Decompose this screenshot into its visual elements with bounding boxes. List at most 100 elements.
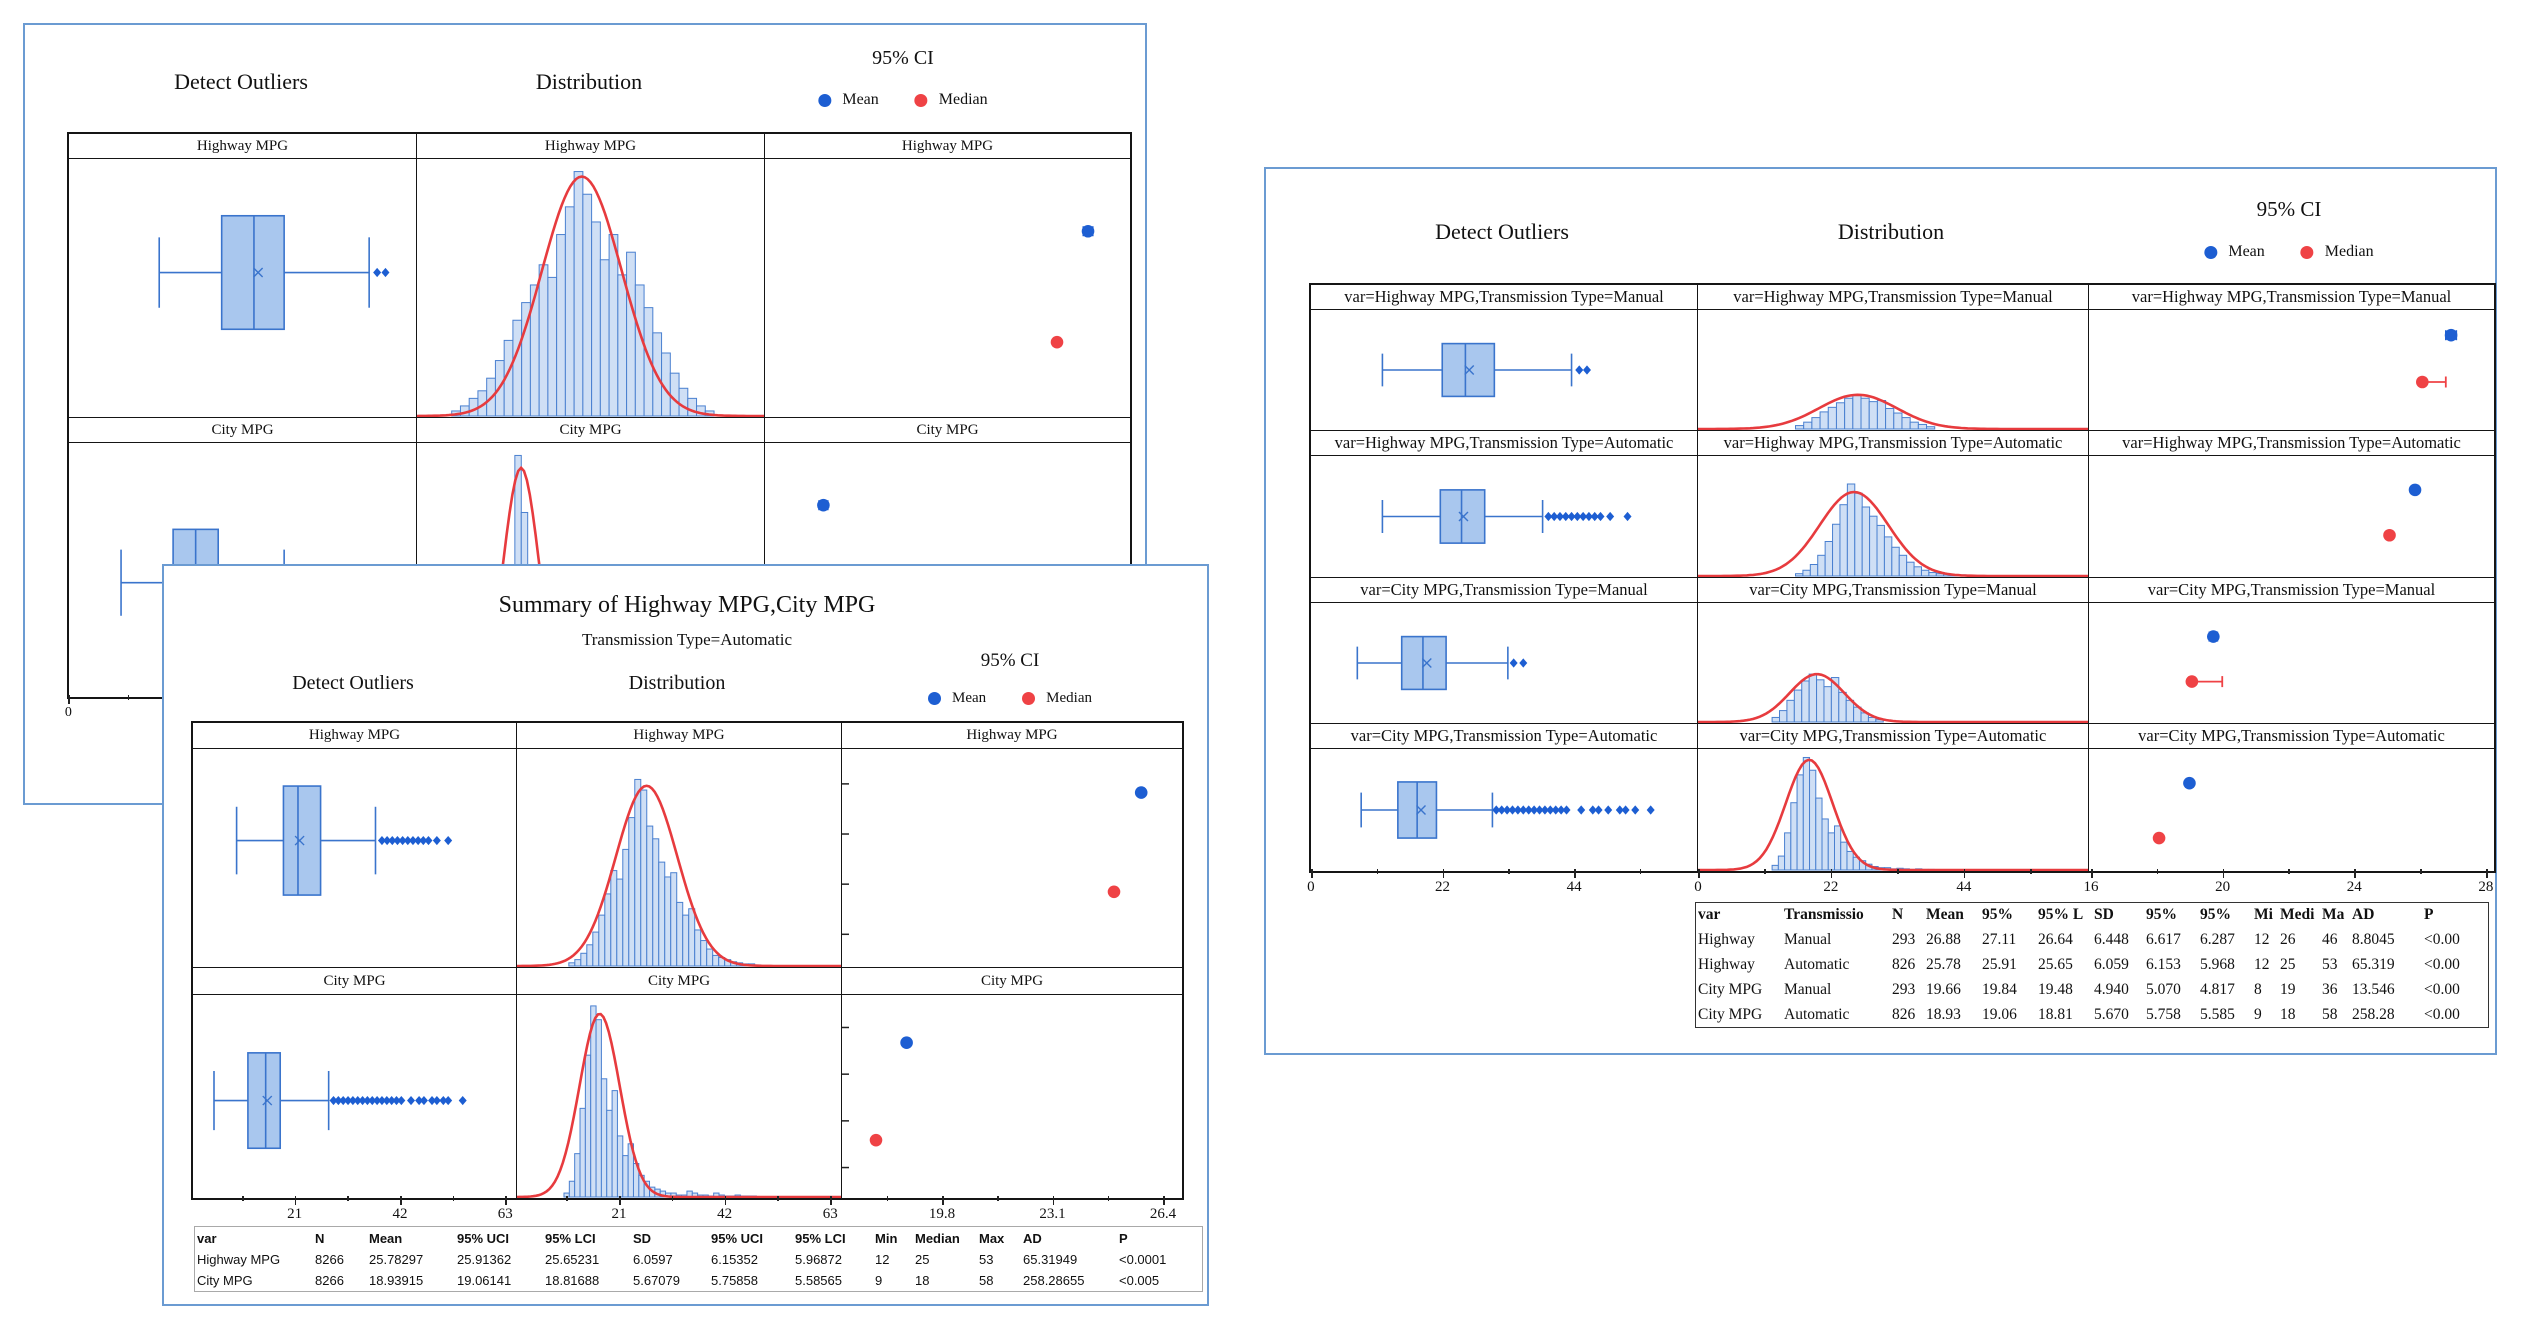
axis-tick xyxy=(1442,869,1445,878)
strip-highway-mpg: Highway MPG xyxy=(69,134,417,159)
table-cell: 12 xyxy=(2254,930,2270,948)
table-header-cell: Transmissio xyxy=(1784,906,1864,923)
strip-city-mpg: City MPG xyxy=(417,418,765,443)
axis-tick xyxy=(2485,869,2488,878)
axis-tick-label: 42 xyxy=(717,1206,733,1222)
strip-city-manual: var=City MPG,Transmission Type=Manual xyxy=(2089,578,2494,603)
table-cell: 13.546 xyxy=(2352,980,2395,998)
median-dot-icon xyxy=(914,93,928,107)
table-cell: 27.11 xyxy=(1982,930,2017,948)
axis-minor-tick xyxy=(566,1196,568,1201)
axis-tick-label: 22 xyxy=(1435,879,1450,895)
ci-plot-highway-automatic xyxy=(2089,456,2494,578)
axis-minor-tick xyxy=(1897,869,1899,874)
axis-minor-tick xyxy=(1764,869,1767,874)
table-cell: 5.58565 xyxy=(795,1273,842,1288)
table-cell: <0.00 xyxy=(2424,980,2460,998)
table-cell: Highway xyxy=(1698,955,1755,973)
axis-minor-tick xyxy=(127,695,130,700)
table-cell: 6.059 xyxy=(2094,955,2129,973)
axis-minor-tick xyxy=(1639,869,1642,874)
axis-minor-tick xyxy=(671,1196,674,1201)
column-header-detect-outliers: Detect Outliers xyxy=(174,69,308,94)
table-cell: 8266 xyxy=(315,1252,344,1267)
axis-tick-label: 22 xyxy=(1823,879,1839,895)
axis-tick-label: 0 xyxy=(64,705,72,720)
table-cell: 58 xyxy=(2322,1005,2338,1023)
table-header-cell: 95% xyxy=(1982,906,2013,923)
table-header-cell: AD xyxy=(2352,906,2375,923)
plot-grid: Highway MPG Highway MPG Highway MPG City… xyxy=(191,721,1184,1200)
axis-tick xyxy=(1830,869,1833,878)
window-title: Summary of Highway MPG,City MPG xyxy=(498,592,876,618)
table-cell: 36 xyxy=(2322,980,2338,998)
window-subtitle: Transmission Type=Automatic xyxy=(581,630,793,649)
x-axis-row: 0 22 44 0 22 44 16 20 24 28 xyxy=(1307,869,2494,901)
strip-city-manual: var=City MPG,Transmission Type=Manual xyxy=(1311,578,1698,603)
axis-tick-label: 26.4 xyxy=(1149,1206,1177,1222)
table-cell: 19.06141 xyxy=(457,1273,512,1288)
axis-tick xyxy=(2354,869,2356,878)
axis-minor-tick xyxy=(2156,869,2159,874)
axis-tick-label: 20 xyxy=(2215,879,2231,895)
strip-city-mpg: City MPG xyxy=(842,968,1182,995)
table-cell: <0.00 xyxy=(2424,955,2460,973)
column-header-detect-outliers: Detect Outliers xyxy=(292,672,414,694)
table-header-cell: Max xyxy=(979,1230,1005,1246)
window-summary-automatic[interactable]: Summary of Highway MPG,City MPG Transmis… xyxy=(162,564,1209,1306)
table-cell: 6.617 xyxy=(2146,930,2181,948)
legend-median-label: Median xyxy=(1046,690,1092,706)
histogram-city-mpg xyxy=(517,995,842,1198)
strip-highway-automatic: var=Highway MPG,Transmission Type=Automa… xyxy=(2089,431,2494,456)
table-cell: 5.968 xyxy=(2200,955,2235,973)
axis-minor-tick xyxy=(242,1196,244,1201)
table-cell: 18 xyxy=(915,1273,930,1288)
table-header-cell: Median xyxy=(915,1230,960,1246)
histogram-highway-manual xyxy=(1698,310,2089,431)
ci-legend: Mean Median xyxy=(928,690,1092,707)
table-cell: 258.28 xyxy=(2352,1005,2395,1023)
table-cell: 5.670 xyxy=(2094,1005,2129,1023)
table-cell: City MPG xyxy=(197,1273,253,1288)
mean-dot-icon xyxy=(2204,245,2218,259)
boxplot-highway-mpg xyxy=(193,749,517,968)
table-cell: 826 xyxy=(1892,1005,1916,1023)
axis-tick-label: 16 xyxy=(2083,879,2099,895)
x-axis-detect-outliers: 0 xyxy=(64,695,415,727)
boxplot-city-automatic xyxy=(1311,749,1698,871)
strip-city-manual: var=City MPG,Transmission Type=Manual xyxy=(1698,578,2089,603)
table-header-cell: Ma xyxy=(2322,906,2345,923)
strip-highway-automatic: var=Highway MPG,Transmission Type=Automa… xyxy=(1698,431,2089,456)
median-dot-icon xyxy=(2300,245,2314,259)
axis-tick-label: 28 xyxy=(2478,879,2494,895)
strip-city-automatic: var=City MPG,Transmission Type=Automatic xyxy=(1311,724,1698,749)
table-cell: 6.15352 xyxy=(711,1252,758,1267)
axis-tick-label: 24 xyxy=(2346,879,2362,895)
strip-city-mpg: City MPG xyxy=(517,968,842,995)
table-cell: 25.91362 xyxy=(457,1252,512,1267)
x-axis-row: 21 42 63 21 42 63 19.8 23.1 26.4 xyxy=(191,1196,1180,1228)
column-header-ci: 95% CI xyxy=(980,650,1040,671)
table-header-cell: var xyxy=(1698,906,1721,923)
table-cell: 46 xyxy=(2322,930,2338,948)
table-header-cell: SD xyxy=(633,1230,652,1246)
strip-city-automatic: var=City MPG,Transmission Type=Automatic xyxy=(2089,724,2494,749)
x-axis-ci: 19.8 23.1 26.4 xyxy=(840,1196,1180,1228)
strip-city-mpg: City MPG xyxy=(193,968,517,995)
axis-tick xyxy=(830,1196,832,1205)
axis-minor-tick xyxy=(1107,1196,1110,1201)
table-cell: 6.448 xyxy=(2094,930,2129,948)
strip-city-mpg: City MPG xyxy=(765,418,1130,443)
table-cell: 293 xyxy=(1892,930,1916,948)
axis-minor-tick xyxy=(2288,869,2291,874)
axis-minor-tick xyxy=(347,1196,349,1201)
strip-highway-mpg: Highway MPG xyxy=(842,723,1182,749)
table-header-cell: SD xyxy=(2094,906,2114,923)
window-by-transmission[interactable]: Detect Outliers Distribution 95% CI Mean… xyxy=(1264,167,2497,1055)
table-header-cell: Min xyxy=(875,1230,898,1246)
table-header-cell: 95% UCI xyxy=(711,1230,764,1246)
ci-plot-city-mpg xyxy=(842,995,1182,1198)
table-cell: 25.91 xyxy=(1982,955,2017,973)
strip-highway-mpg: Highway MPG xyxy=(765,134,1130,159)
